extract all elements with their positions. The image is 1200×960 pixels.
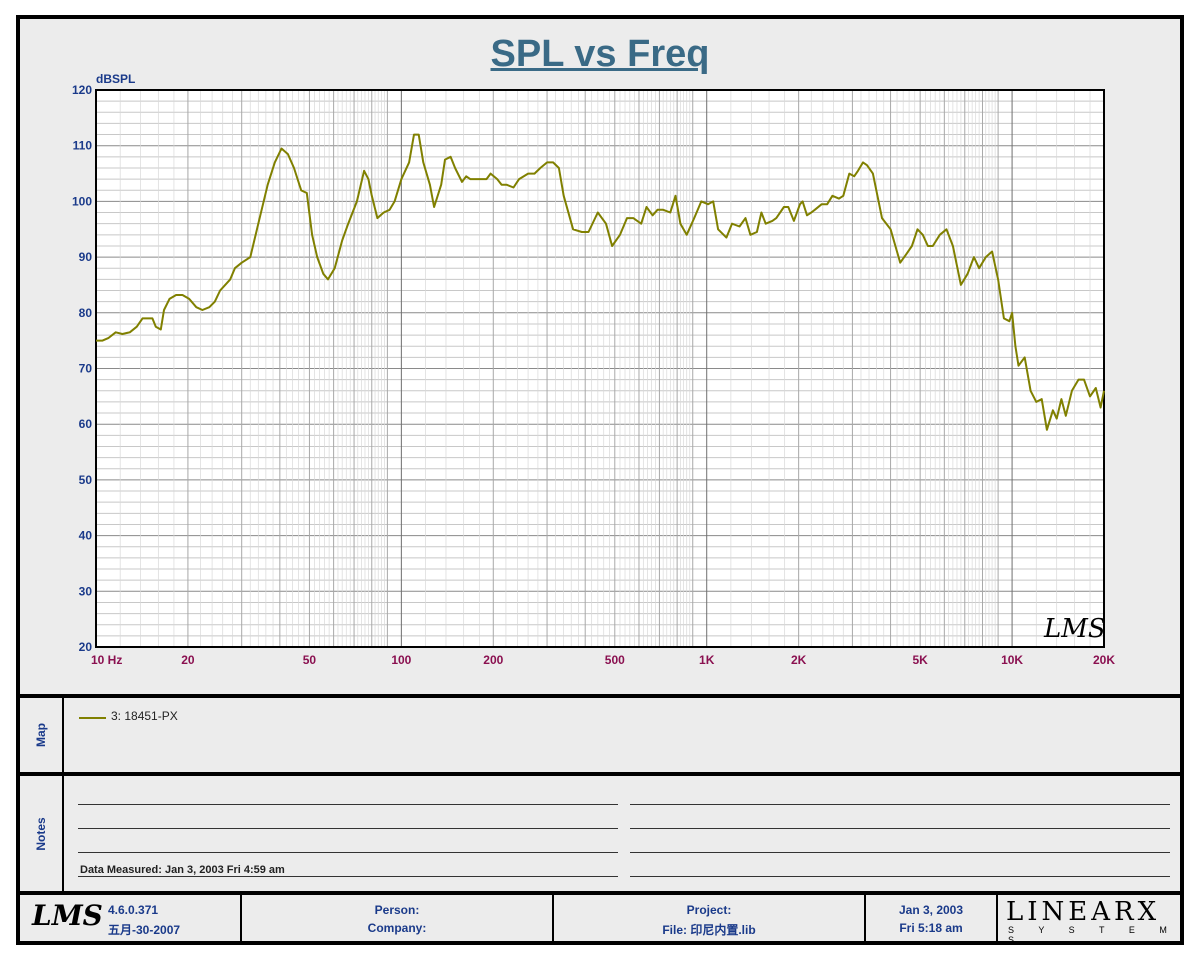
note-line[interactable] [630,876,1170,877]
note-line[interactable] [630,804,1170,805]
divider [20,891,1180,895]
y-tick-label: 40 [79,529,93,543]
date-text: Jan 3, 2003 [898,903,964,917]
company-label: Company: [367,921,427,935]
data-measured-text: Data Measured: Jan 3, 2003 Fri 4:59 am [80,864,285,876]
x-tick-label: 200 [483,653,503,667]
notes-label: Notes [34,816,48,851]
spl-series-line [96,133,1105,431]
legend-entry[interactable]: 3: 18451-PX [111,709,178,723]
x-tick-label: 20K [1093,653,1115,667]
footer-version-cell: LMS 4.6.0.371 五月-30-2007 [20,895,242,941]
note-line[interactable] [78,828,618,829]
note-line[interactable] [78,804,618,805]
lms-watermark: LMS [1043,614,1106,644]
y-tick-label: 90 [79,250,93,264]
y-tick-label: 50 [79,473,93,487]
note-line[interactable] [630,828,1170,829]
systems-text: S Y S T E M S [1008,925,1178,945]
divider [20,694,1180,698]
y-tick-label: 20 [79,640,93,654]
version-text: 4.6.0.371 [108,903,159,917]
x-tick-label: 5K [912,653,928,667]
x-tick-label: 500 [605,653,625,667]
lms-logo: LMS [32,899,103,932]
x-tick-label: 1K [699,653,715,667]
note-line[interactable] [78,852,618,853]
notes-panel-label: Notes [20,776,64,891]
note-line[interactable] [78,876,618,877]
map-label: Map [34,723,48,747]
x-tick-label: 2K [791,653,807,667]
legend-swatch [79,717,106,719]
y-tick-label: 70 [79,362,93,376]
map-panel-label: Map [20,698,64,772]
y-tick-label: 100 [72,194,92,208]
report-frame: 20 30 40 50 60 70 80 90 100 110 120 10 Hz 20 50 100 200… [16,15,1184,945]
y-tick-label: 30 [79,584,93,598]
footer-logo-cell: LINEARX S Y S T E M S [998,895,1180,945]
y-axis-label: dBSPL [96,72,135,86]
y-tick-label: 60 [79,417,93,431]
divider [20,772,1180,776]
x-tick-label: 20 [181,653,195,667]
plot-border [95,89,1105,648]
graph-panel: 20 30 40 50 60 70 80 90 100 110 120 10 Hz 20 50 100 200… [20,19,1180,694]
x-tick-label: 100 [391,653,411,667]
build-date-text: 五月-30-2007 [108,923,181,937]
file-label: File: 印尼内置.lib [662,923,756,937]
chart-title: SPL vs Freq [490,33,710,75]
x-tick-label: 10K [1001,653,1023,667]
y-tick-label: 120 [72,83,92,97]
footer-date-cell: Jan 3, 2003 Fri 5:18 am [866,895,998,941]
x-tick-label: 50 [303,653,317,667]
linearx-logo: LINEARX [1006,897,1161,927]
footer-project-cell: Project: File: 印尼内置.lib [554,895,866,941]
person-label: Person: [374,903,420,917]
footer-person-cell: Person: Company: [242,895,554,941]
x-tick-label: 10 Hz [91,653,122,667]
note-line[interactable] [630,852,1170,853]
time-text: Fri 5:18 am [899,921,963,935]
project-label: Project: [686,903,732,917]
y-tick-label: 80 [79,306,93,320]
y-tick-label: 110 [73,139,93,153]
